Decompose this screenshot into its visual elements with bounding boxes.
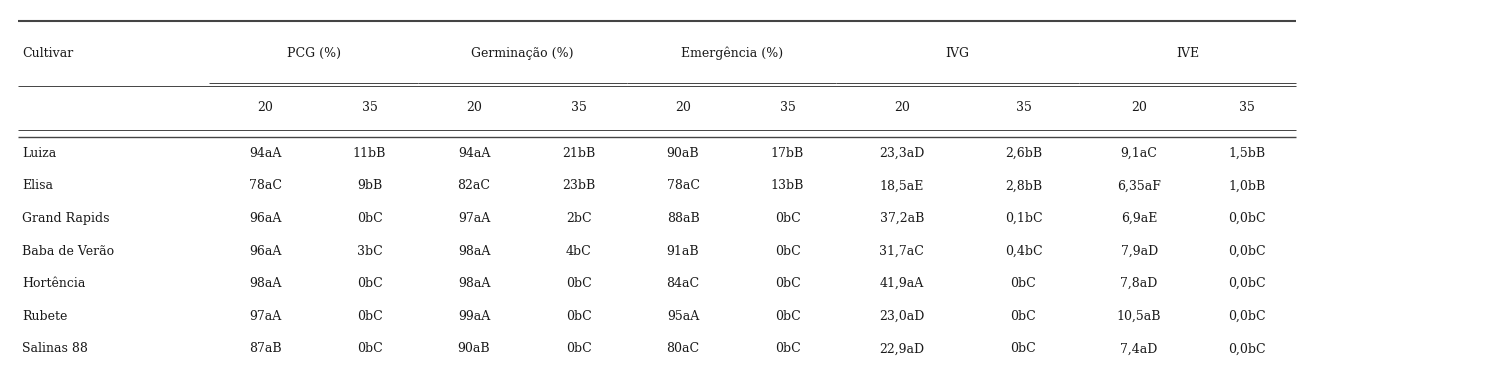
Text: Baba de Verão: Baba de Verão: [22, 244, 115, 258]
Text: 0bC: 0bC: [357, 277, 382, 290]
Text: 88aB: 88aB: [667, 212, 699, 225]
Text: 9bB: 9bB: [357, 179, 382, 192]
Text: 0bC: 0bC: [1011, 310, 1036, 323]
Text: 6,9aE: 6,9aE: [1121, 212, 1157, 225]
Text: 97aA: 97aA: [458, 212, 490, 225]
Text: 18,5aE: 18,5aE: [879, 179, 924, 192]
Text: Emergência (%): Emergência (%): [681, 47, 782, 60]
Text: 22,9aD: 22,9aD: [879, 342, 924, 355]
Text: 20: 20: [894, 101, 909, 114]
Text: 0,0bC: 0,0bC: [1229, 310, 1266, 323]
Text: 2bC: 2bC: [566, 212, 591, 225]
Text: 0,0bC: 0,0bC: [1229, 244, 1266, 258]
Text: Salinas 88: Salinas 88: [22, 342, 88, 355]
Text: 97aA: 97aA: [249, 310, 281, 323]
Text: 35: 35: [1015, 101, 1032, 114]
Text: 31,7aC: 31,7aC: [879, 244, 924, 258]
Text: 94aA: 94aA: [249, 147, 281, 160]
Text: 0bC: 0bC: [566, 342, 591, 355]
Text: 35: 35: [1239, 101, 1256, 114]
Text: 0,0bC: 0,0bC: [1229, 212, 1266, 225]
Text: 7,9aD: 7,9aD: [1121, 244, 1157, 258]
Text: 78aC: 78aC: [666, 179, 700, 192]
Text: 98aA: 98aA: [458, 277, 490, 290]
Text: 0,0bC: 0,0bC: [1229, 277, 1266, 290]
Text: 1,0bB: 1,0bB: [1229, 179, 1266, 192]
Text: 4bC: 4bC: [566, 244, 591, 258]
Text: 23,3aD: 23,3aD: [879, 147, 924, 160]
Text: 0bC: 0bC: [775, 277, 800, 290]
Text: 20: 20: [466, 101, 482, 114]
Text: 10,5aB: 10,5aB: [1117, 310, 1162, 323]
Text: 11bB: 11bB: [352, 147, 387, 160]
Text: 1,5bB: 1,5bB: [1229, 147, 1266, 160]
Text: 20: 20: [675, 101, 691, 114]
Text: 0bC: 0bC: [775, 310, 800, 323]
Text: 2,8bB: 2,8bB: [1005, 179, 1042, 192]
Text: 17bB: 17bB: [770, 147, 805, 160]
Text: 95aA: 95aA: [667, 310, 699, 323]
Text: Grand Rapids: Grand Rapids: [22, 212, 110, 225]
Text: 78aC: 78aC: [248, 179, 282, 192]
Text: 87aB: 87aB: [249, 342, 281, 355]
Text: 82aC: 82aC: [457, 179, 491, 192]
Text: 3bC: 3bC: [357, 244, 382, 258]
Text: 23bB: 23bB: [561, 179, 596, 192]
Text: Luiza: Luiza: [22, 147, 57, 160]
Text: 0bC: 0bC: [566, 277, 591, 290]
Text: 35: 35: [361, 101, 378, 114]
Text: 0bC: 0bC: [357, 342, 382, 355]
Text: PCG (%): PCG (%): [287, 47, 340, 60]
Text: 2,6bB: 2,6bB: [1005, 147, 1042, 160]
Text: 37,2aB: 37,2aB: [879, 212, 924, 225]
Text: 0,1bC: 0,1bC: [1005, 212, 1042, 225]
Text: 0bC: 0bC: [357, 310, 382, 323]
Text: 80aC: 80aC: [666, 342, 700, 355]
Text: 0bC: 0bC: [357, 212, 382, 225]
Text: 98aA: 98aA: [458, 244, 490, 258]
Text: 0bC: 0bC: [775, 342, 800, 355]
Text: 41,9aA: 41,9aA: [879, 277, 924, 290]
Text: 13bB: 13bB: [770, 179, 805, 192]
Text: IVG: IVG: [945, 47, 970, 60]
Text: 20: 20: [1132, 101, 1147, 114]
Text: 0bC: 0bC: [775, 244, 800, 258]
Text: Germinação (%): Germinação (%): [472, 47, 573, 60]
Text: 0,4bC: 0,4bC: [1005, 244, 1042, 258]
Text: 90aB: 90aB: [458, 342, 490, 355]
Text: 20: 20: [257, 101, 273, 114]
Text: Elisa: Elisa: [22, 179, 54, 192]
Text: 84aC: 84aC: [666, 277, 700, 290]
Text: IVE: IVE: [1176, 47, 1199, 60]
Text: 99aA: 99aA: [458, 310, 490, 323]
Text: 7,4aD: 7,4aD: [1120, 342, 1159, 355]
Text: 94aA: 94aA: [458, 147, 490, 160]
Text: 0,0bC: 0,0bC: [1229, 342, 1266, 355]
Text: 96aA: 96aA: [249, 212, 281, 225]
Text: 90aB: 90aB: [667, 147, 699, 160]
Text: 35: 35: [779, 101, 796, 114]
Text: 9,1aC: 9,1aC: [1121, 147, 1157, 160]
Text: 0bC: 0bC: [775, 212, 800, 225]
Text: 0bC: 0bC: [1011, 342, 1036, 355]
Text: Cultivar: Cultivar: [22, 47, 73, 60]
Text: 21bB: 21bB: [561, 147, 596, 160]
Text: 0bC: 0bC: [566, 310, 591, 323]
Text: 91aB: 91aB: [667, 244, 699, 258]
Text: 98aA: 98aA: [249, 277, 281, 290]
Text: Rubete: Rubete: [22, 310, 67, 323]
Text: 96aA: 96aA: [249, 244, 281, 258]
Text: 0bC: 0bC: [1011, 277, 1036, 290]
Text: 7,8aD: 7,8aD: [1120, 277, 1159, 290]
Text: 23,0aD: 23,0aD: [879, 310, 924, 323]
Text: 6,35aF: 6,35aF: [1117, 179, 1162, 192]
Text: 35: 35: [570, 101, 587, 114]
Text: Hortência: Hortência: [22, 277, 85, 290]
